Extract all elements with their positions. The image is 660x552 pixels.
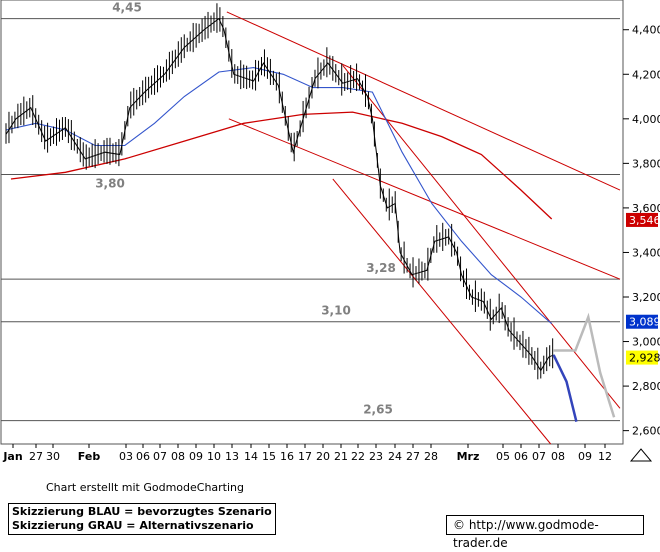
x-tick-label: 20: [316, 450, 330, 463]
x-tick-label: 30: [46, 450, 60, 463]
x-tick-label: Feb: [78, 450, 101, 463]
level-label: 3,10: [321, 304, 351, 318]
x-tick-label: 03: [119, 450, 133, 463]
footer-url[interactable]: © http://www.godmode-trader.de: [446, 515, 644, 550]
x-tick-label: 09: [578, 450, 592, 463]
x-tick-label: 09: [189, 450, 203, 463]
x-tick-label: 24: [388, 450, 402, 463]
price-tag-label: 3,089: [629, 316, 660, 329]
x-tick-label: 17: [298, 450, 312, 463]
price-tag-label: 2,928: [629, 352, 660, 365]
x-tick-label: 21: [334, 450, 348, 463]
moving-average-red: [10, 111, 553, 220]
x-tick-label: 23: [369, 450, 383, 463]
x-tick-label: 15: [262, 450, 276, 463]
y-tick-label: 3,800: [632, 157, 660, 170]
scroll-arrow-icon[interactable]: [629, 448, 653, 462]
level-label: 3,28: [366, 261, 396, 275]
y-tick-label: 2,800: [632, 380, 660, 393]
x-tick-label: 08: [171, 450, 185, 463]
legend-gray: Skizzierung GRAU = Alternativszenario: [12, 519, 254, 532]
x-tick-label: 27: [29, 450, 43, 463]
x-tick-label: 08: [551, 450, 565, 463]
y-tick-label: 3,200: [632, 291, 660, 304]
y-tick-label: 3,400: [632, 246, 660, 259]
x-tick-label: 13: [225, 450, 239, 463]
scenario-gray: [553, 312, 616, 418]
price-tag: [626, 314, 658, 329]
x-tick-label: 07: [532, 450, 546, 463]
level-label: 2,65: [363, 403, 393, 417]
x-tick-label: 06: [514, 450, 528, 463]
trend-channel-line: [332, 178, 552, 445]
price-tag: [626, 350, 658, 365]
level-label: 3,80: [95, 177, 125, 191]
x-tick-label: 14: [244, 450, 258, 463]
x-tick-label: 05: [496, 450, 510, 463]
y-tick-label: 3,000: [632, 336, 660, 349]
legend-blue: Skizzierung BLAU = bevorzugtes Szenario: [12, 505, 272, 518]
plot-area: [0, 0, 624, 445]
y-tick-label: 4,400: [632, 24, 660, 37]
scenario-legend: Skizzierung BLAU = bevorzugtes Szenario …: [8, 503, 276, 535]
scenario-blue: [552, 354, 578, 422]
x-tick-label: 07: [153, 450, 167, 463]
y-tick-label: 4,200: [632, 68, 660, 81]
price-tag-label: 3,546: [629, 214, 660, 227]
price-line: [5, 17, 554, 372]
x-tick-label: 12: [598, 450, 612, 463]
x-tick-label: Jan: [2, 450, 22, 463]
price-tag: [626, 212, 658, 227]
x-tick-label: Mrz: [457, 450, 480, 463]
x-tick-label: 22: [351, 450, 365, 463]
x-tick-label: 16: [280, 450, 294, 463]
level-label: 4,45: [112, 1, 142, 15]
x-tick-label: 27: [406, 450, 420, 463]
y-tick-label: 2,600: [632, 425, 660, 438]
y-tick-label: 4,000: [632, 113, 660, 126]
trend-channel-line: [226, 11, 621, 191]
chart-credit: Chart erstellt mit GodmodeCharting: [46, 481, 244, 494]
x-tick-label: 28: [424, 450, 438, 463]
x-tick-label: 06: [136, 450, 150, 463]
y-tick-label: 3,600: [632, 202, 660, 215]
x-tick-label: 10: [207, 450, 221, 463]
